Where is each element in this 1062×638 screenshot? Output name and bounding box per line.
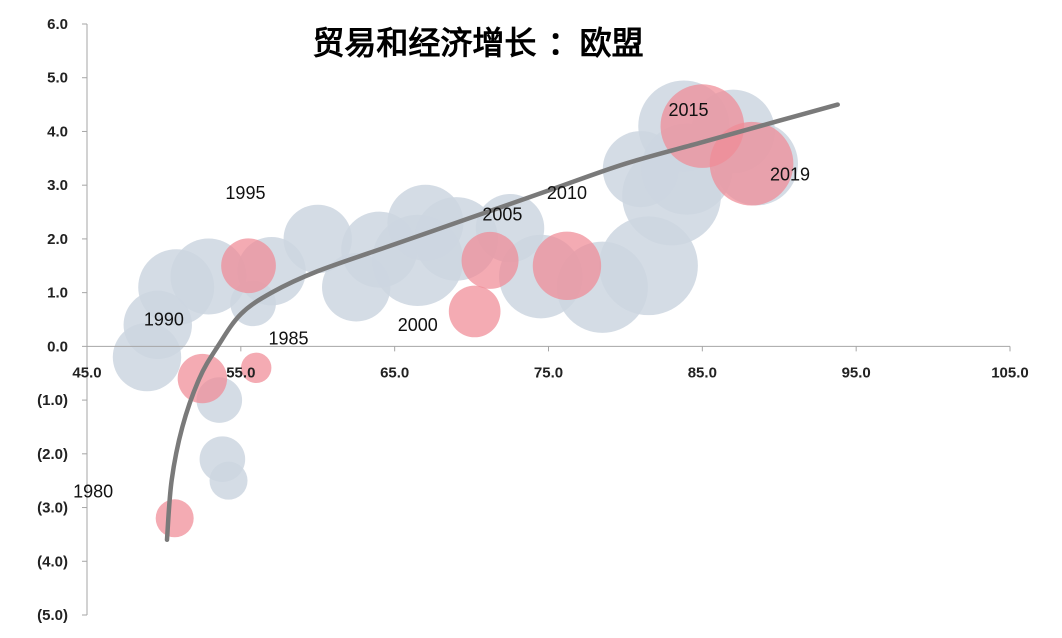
- x-axis-ticks: 45.0 55.0 65.0 75.0 85.0 95.0 105.0: [72, 346, 1029, 381]
- year-label-2015: 2015: [668, 100, 708, 120]
- year-label-2010: 2010: [547, 183, 587, 203]
- y-axis-ticks: 6.0 5.0 4.0 3.0 2.0 1.0 0.0 (1.0) (2.0) (3.0) (4.0…: [37, 16, 87, 624]
- year-labels: 1980 1985 1990 1995 2000 2005 2010 2015 2019: [73, 100, 810, 501]
- x-tick-label: 105.0: [991, 364, 1029, 381]
- axes: [86, 24, 1010, 615]
- y-tick-label: (5.0): [37, 607, 68, 624]
- bubble-2000: [448, 285, 501, 338]
- bubble-1995: [221, 238, 276, 294]
- y-tick-label: 2.0: [47, 231, 68, 248]
- y-tick-label: (1.0): [37, 392, 68, 409]
- y-tick-label: 3.0: [47, 177, 68, 194]
- background-bubble-3: [112, 322, 182, 392]
- year-label-2019: 2019: [770, 164, 810, 184]
- year-label-1985: 1985: [268, 328, 308, 348]
- background-bubble-10: [283, 204, 352, 274]
- y-tick-label: (3.0): [37, 500, 68, 517]
- bubble-1980: [155, 499, 194, 538]
- bubble-1990: [177, 353, 228, 404]
- bubble-1985: [241, 352, 272, 384]
- y-tick-label: 0.0: [47, 338, 68, 355]
- background-bubble-7: [209, 461, 248, 500]
- chart-title: 贸易和经济增长 ：欧盟: [312, 24, 643, 62]
- year-label-1990: 1990: [144, 310, 184, 330]
- x-tick-label: 65.0: [380, 364, 409, 381]
- y-tick-label: 1.0: [47, 285, 68, 302]
- bubble-2019: [709, 121, 794, 206]
- y-tick-label: (2.0): [37, 446, 68, 463]
- highlight-bubbles: [155, 84, 794, 538]
- bubble-2010: [532, 231, 602, 300]
- y-tick-label: 4.0: [47, 123, 68, 140]
- y-tick-label: (4.0): [37, 553, 68, 570]
- y-tick-label: 5.0: [47, 70, 68, 87]
- bubble-2005: [461, 231, 519, 289]
- x-tick-label: 45.0: [72, 364, 101, 381]
- x-tick-label: 75.0: [534, 364, 563, 381]
- trend-line: [164, 102, 840, 543]
- year-label-1995: 1995: [225, 183, 265, 203]
- y-tick-label: 6.0: [47, 16, 68, 33]
- year-label-2000: 2000: [398, 315, 438, 335]
- year-label-2005: 2005: [482, 205, 522, 225]
- x-tick-label: 85.0: [688, 364, 717, 381]
- year-label-1980: 1980: [73, 481, 113, 501]
- x-tick-label: 95.0: [842, 364, 871, 381]
- x-tick-label: 55.0: [226, 364, 255, 381]
